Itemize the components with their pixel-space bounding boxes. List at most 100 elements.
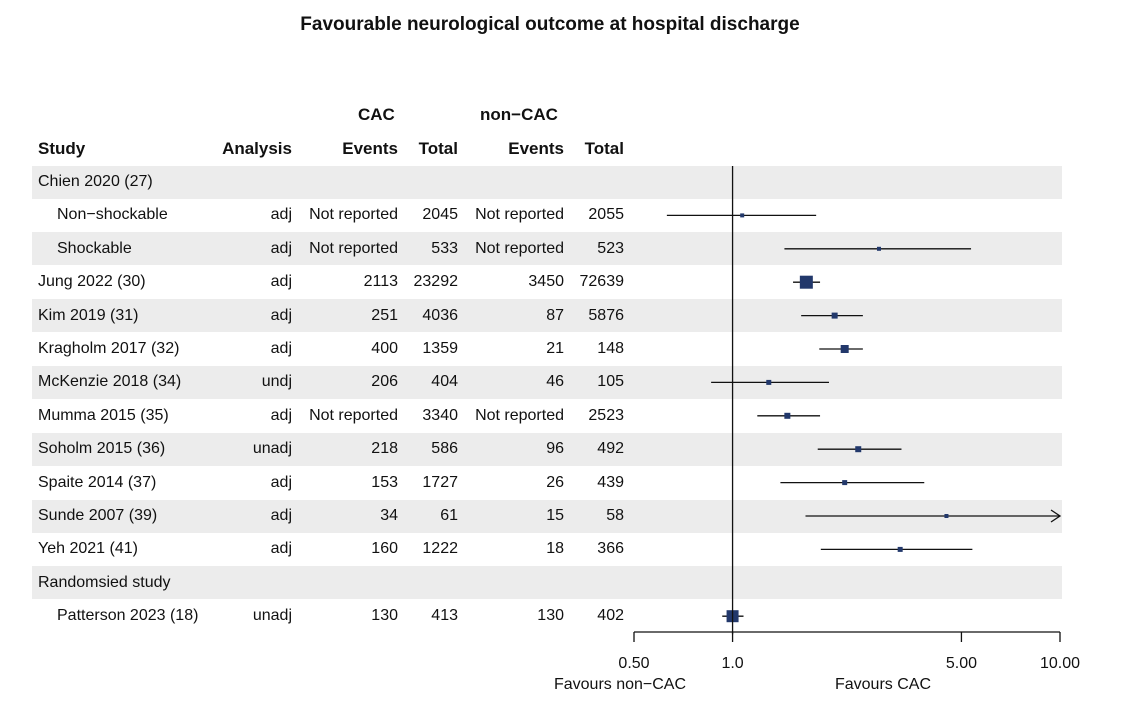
cac-events-cell: 206 xyxy=(371,373,398,391)
favours-right-label: Favours CAC xyxy=(835,676,931,693)
analysis-column-header: Analysis xyxy=(222,139,292,158)
row-shading xyxy=(32,365,1062,399)
noncac-events-cell: 26 xyxy=(546,473,564,491)
analysis-cell: adj xyxy=(270,206,292,224)
cac-events-cell: Not reported xyxy=(309,239,398,257)
point-estimate xyxy=(740,213,745,218)
noncac-events-cell: 96 xyxy=(546,440,564,458)
noncac-events-cell: Not reported xyxy=(475,406,564,424)
cac-total-cell: 586 xyxy=(431,440,458,458)
study-label: Kim 2019 (31) xyxy=(38,306,139,324)
point-estimate xyxy=(799,275,813,289)
cac-total-cell: 3340 xyxy=(422,406,458,424)
row-shading xyxy=(32,566,1062,600)
noncac-events-cell: 3450 xyxy=(528,273,564,291)
analysis-cell: adj xyxy=(270,540,292,558)
noncac-events-cell: 18 xyxy=(546,540,564,558)
point-estimate xyxy=(784,412,791,419)
point-estimate xyxy=(842,480,848,486)
study-label: Yeh 2021 (41) xyxy=(38,540,138,558)
noncac-events-cell: 130 xyxy=(537,607,564,625)
noncac-events-cell: 46 xyxy=(546,373,564,391)
x-tick-label: 5.00 xyxy=(946,655,977,672)
point-estimate xyxy=(944,514,949,518)
cac-events-column-header: Events xyxy=(342,139,398,158)
analysis-cell: adj xyxy=(270,273,292,291)
study-label: Patterson 2023 (18) xyxy=(57,607,199,625)
noncac-total-column-header: Total xyxy=(584,139,624,158)
cac-total-cell: 1222 xyxy=(422,540,458,558)
row-shading xyxy=(32,165,1062,199)
cac-total-cell: 533 xyxy=(431,239,458,257)
point-estimate xyxy=(831,312,838,319)
x-tick-label: 1.0 xyxy=(721,655,743,672)
cac-events-cell: Not reported xyxy=(309,406,398,424)
cac-total-cell: 1727 xyxy=(422,473,458,491)
analysis-cell: adj xyxy=(270,306,292,324)
noncac-total-cell: 5876 xyxy=(588,306,624,324)
noncac-total-cell: 2523 xyxy=(588,406,624,424)
study-label: McKenzie 2018 (34) xyxy=(38,373,182,391)
cac-total-cell: 413 xyxy=(431,607,458,625)
point-estimate xyxy=(855,446,862,453)
cac-events-cell: 251 xyxy=(371,306,398,324)
analysis-cell: unadj xyxy=(252,607,292,625)
chart-title: Favourable neurological outcome at hospi… xyxy=(300,14,800,35)
point-estimate xyxy=(876,246,881,251)
point-estimate xyxy=(897,546,903,552)
analysis-cell: adj xyxy=(270,406,292,424)
noncac-events-cell: Not reported xyxy=(475,239,564,257)
cac-events-cell: 160 xyxy=(371,540,398,558)
point-estimate xyxy=(840,345,849,353)
study-label: Non−shockable xyxy=(57,206,168,224)
noncac-events-cell: 15 xyxy=(546,507,564,524)
noncac-total-cell: 492 xyxy=(597,440,624,458)
study-label: Sunde 2007 (39) xyxy=(38,507,158,524)
cac-total-column-header: Total xyxy=(418,139,458,158)
study-label: Jung 2022 (30) xyxy=(38,273,146,291)
noncac-events-cell: 21 xyxy=(546,340,564,357)
cac-total-cell: 23292 xyxy=(413,273,459,291)
cac-total-cell: 404 xyxy=(431,373,458,391)
noncac-total-cell: 439 xyxy=(597,473,624,491)
cac-events-cell: 2113 xyxy=(363,273,398,291)
cac-events-cell: 153 xyxy=(371,473,398,491)
noncac-events-cell: Not reported xyxy=(475,206,564,224)
study-label: Shockable xyxy=(57,239,132,257)
analysis-cell: adj xyxy=(270,340,292,357)
study-label: Kragholm 2017 (32) xyxy=(38,340,180,357)
row-shading xyxy=(32,299,1062,333)
noncac-total-cell: 366 xyxy=(597,540,624,558)
point-estimate xyxy=(766,379,772,385)
analysis-cell: adj xyxy=(270,473,292,491)
cac-group-header: CAC xyxy=(358,105,395,124)
cac-events-cell: 400 xyxy=(371,340,398,357)
study-label: Spaite 2014 (37) xyxy=(38,473,157,491)
noncac-group-header: non−CAC xyxy=(480,105,558,124)
cac-total-cell: 1359 xyxy=(422,340,458,357)
analysis-cell: adj xyxy=(270,507,292,524)
group-heading: Randomsied study xyxy=(38,573,171,591)
cac-total-cell: 4036 xyxy=(422,306,458,324)
cac-total-cell: 2045 xyxy=(422,206,458,224)
noncac-total-cell: 148 xyxy=(597,340,624,357)
cac-events-cell: 130 xyxy=(371,607,398,625)
study-label: Soholm 2015 (36) xyxy=(38,440,166,458)
noncac-total-cell: 523 xyxy=(597,239,624,257)
analysis-cell: undj xyxy=(261,373,292,391)
x-tick-label: 10.00 xyxy=(1040,655,1080,672)
study-label: Mumma 2015 (35) xyxy=(38,406,169,424)
noncac-events-column-header: Events xyxy=(508,139,564,158)
cac-events-cell: Not reported xyxy=(309,206,398,224)
cac-events-cell: 34 xyxy=(380,507,398,524)
x-tick-label: 0.50 xyxy=(618,655,649,672)
group-heading: Chien 2020 (27) xyxy=(38,173,153,190)
analysis-cell: unadj xyxy=(252,440,292,458)
favours-left-label: Favours non−CAC xyxy=(554,676,686,693)
noncac-total-cell: 402 xyxy=(597,607,624,625)
cac-total-cell: 61 xyxy=(440,507,458,524)
cac-events-cell: 218 xyxy=(371,440,398,458)
study-column-header: Study xyxy=(38,139,86,158)
noncac-total-cell: 72639 xyxy=(579,273,625,291)
